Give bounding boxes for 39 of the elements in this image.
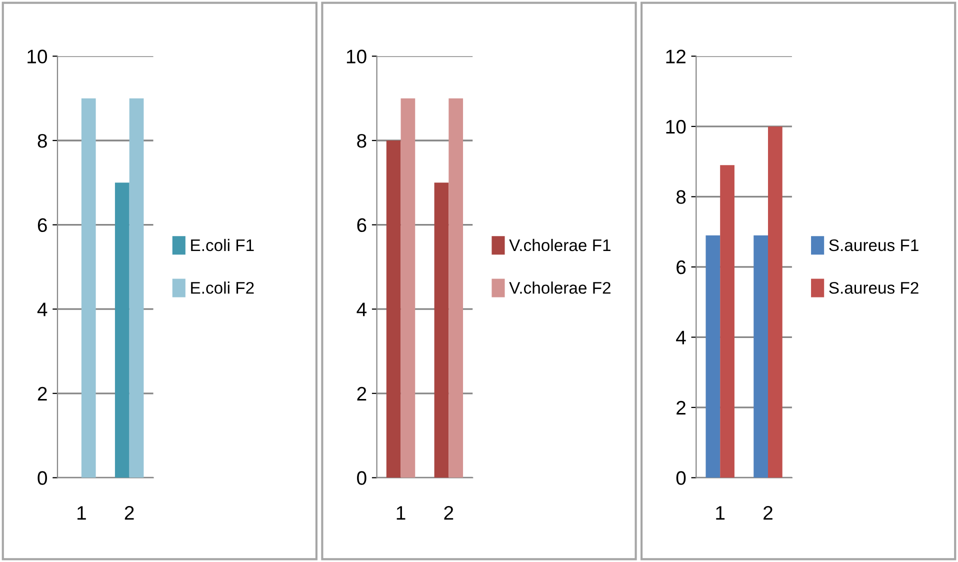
x-tick-label: 1 — [716, 506, 725, 520]
y-tick-label: 8 — [357, 134, 366, 148]
bar — [400, 98, 416, 478]
y-tick-label: 0 — [357, 471, 366, 485]
y-tick-label: 12 — [666, 50, 686, 64]
bar — [768, 126, 782, 478]
x-tick-label: 1 — [78, 506, 86, 520]
y-tick-label: 8 — [676, 190, 686, 204]
x-tick-label: 2 — [764, 506, 772, 520]
y-tick-label: 8 — [38, 134, 47, 148]
bar — [720, 165, 734, 478]
y-tick-label: 6 — [38, 218, 47, 232]
y-tick-label: 0 — [676, 471, 686, 485]
y-tick-label: 4 — [356, 302, 367, 316]
x-tick-label: 1 — [396, 506, 406, 520]
y-tick-label: 10 — [346, 50, 366, 64]
y-tick-label: 10 — [28, 50, 47, 64]
legend-label: S.aureus F1 — [829, 239, 918, 252]
legend-label: V.cholerae F1 — [509, 238, 610, 252]
y-tick-label: 2 — [357, 386, 366, 400]
legend-label: E.coli F1 — [191, 238, 254, 252]
bar — [448, 98, 464, 478]
bar — [434, 182, 449, 478]
y-tick-label: 2 — [676, 400, 686, 414]
x-tick-label: 2 — [124, 506, 134, 520]
y-tick-label: 4 — [676, 330, 686, 344]
legend-label: S.aureus F2 — [829, 282, 918, 294]
legend-label: E.coli F2 — [191, 282, 254, 294]
y-tick-label: 6 — [676, 260, 686, 274]
bar — [386, 140, 401, 478]
legend-label: V.cholerae F2 — [509, 282, 610, 294]
x-tick-label: 2 — [444, 506, 454, 520]
y-tick-label: 10 — [666, 120, 686, 134]
y-tick-label: 4 — [37, 302, 48, 316]
bar — [706, 235, 720, 478]
y-tick-label: 6 — [357, 218, 366, 232]
bar — [754, 235, 768, 478]
y-tick-label: 2 — [38, 386, 47, 400]
y-tick-label: 0 — [38, 471, 47, 485]
